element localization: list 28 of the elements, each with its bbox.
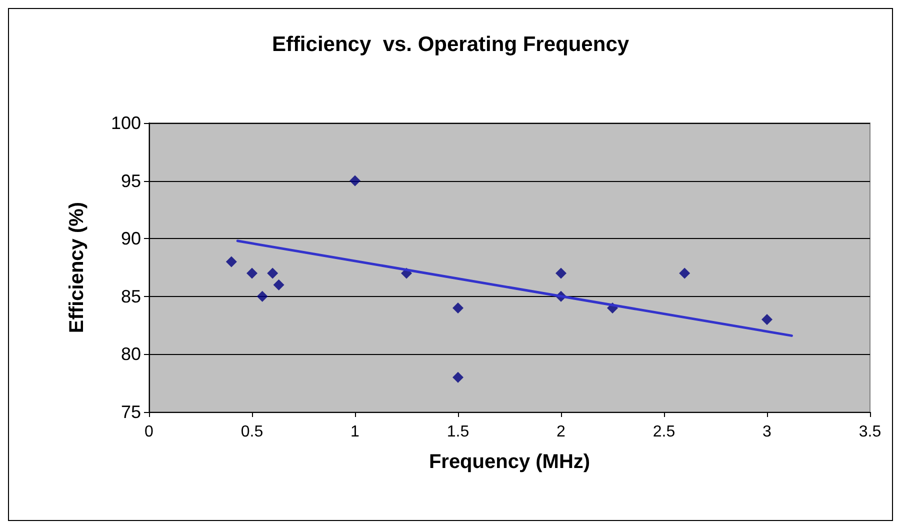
point — [556, 268, 566, 279]
point — [679, 268, 690, 279]
y-tick-label: 90 — [120, 228, 141, 249]
x-tick-label: 0 — [144, 424, 154, 440]
point — [350, 175, 360, 186]
x-tick-label: 0.5 — [240, 424, 264, 440]
y-tick-label: 95 — [120, 170, 141, 191]
y-tick-label: 80 — [120, 344, 141, 364]
x-tick-label: 3 — [762, 424, 772, 440]
y-tick-label: 100 — [110, 113, 141, 133]
x-axis-title: Frequency (MHz) — [428, 451, 590, 473]
point — [226, 256, 237, 268]
point — [452, 372, 464, 383]
x-tick-label: 2.5 — [652, 424, 676, 440]
point — [273, 279, 284, 290]
y-tick-label: 75 — [120, 402, 141, 422]
y-axis-title: Efficiency (%) — [66, 202, 88, 334]
chart-title: Efficiency vs. Operating Frequency — [272, 33, 630, 56]
x-tick-label: 1 — [350, 424, 360, 440]
point — [267, 268, 278, 279]
point — [452, 302, 464, 314]
x-tick-label: 3.5 — [858, 424, 882, 440]
x-tick-label: 1.5 — [446, 424, 470, 440]
point — [246, 268, 258, 279]
y-tick-label: 85 — [120, 286, 141, 306]
point — [256, 290, 268, 302]
x-tick-label: 2 — [556, 424, 566, 440]
point — [762, 314, 772, 326]
